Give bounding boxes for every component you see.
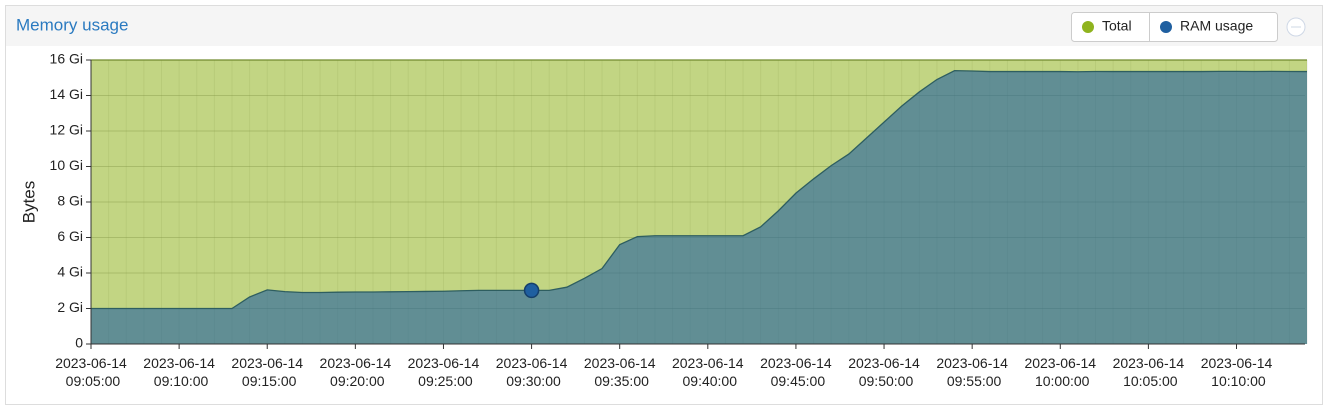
x-tick-label: 2023-06-14 09:25:00 (408, 355, 480, 389)
y-tick-label: 8 Gi (57, 193, 83, 209)
x-tick-label: 2023-06-14 10:00:00 (1024, 355, 1096, 389)
x-tick-label: 2023-06-14 10:10:00 (1201, 355, 1273, 389)
y-tick-label: 4 Gi (57, 264, 83, 280)
x-tick-label: 2023-06-14 09:30:00 (496, 355, 568, 389)
y-tick-label: 16 Gi (50, 51, 83, 67)
area-line (91, 69, 1307, 310)
legend-swatch (1082, 21, 1094, 33)
x-tick-label: 2023-06-14 09:35:00 (584, 355, 656, 389)
y-tick-label: 6 Gi (57, 228, 83, 244)
hover-marker (523, 282, 540, 299)
legend-swatch (1160, 21, 1172, 33)
y-tick-label: 2 Gi (57, 299, 83, 315)
x-tick-label: 2023-06-14 10:05:00 (1113, 355, 1185, 389)
x-tick-label: 2023-06-14 09:10:00 (143, 355, 215, 389)
y-axis-label: Bytes (19, 181, 38, 224)
legend (1071, 12, 1278, 42)
y-tick-label: 14 Gi (50, 86, 83, 102)
y-tick-label: 12 Gi (50, 122, 83, 138)
area (91, 70, 1307, 345)
x-tick-label: 2023-06-14 09:50:00 (848, 355, 920, 389)
panel-title: Memory usage (16, 15, 128, 34)
x-tick-label: 2023-06-14 09:55:00 (936, 355, 1008, 389)
y-tick-label: 0 (75, 335, 83, 351)
x-tick-label: 2023-06-14 09:20:00 (320, 355, 392, 389)
x-tick-label: 2023-06-14 09:05:00 (55, 355, 127, 389)
x-tick-label: 2023-06-14 09:15:00 (231, 355, 303, 389)
x-tick-label: 2023-06-14 09:45:00 (760, 355, 832, 389)
x-tick-label: 2023-06-14 09:40:00 (672, 355, 744, 389)
legend-label[interactable]: Total (1102, 18, 1132, 34)
legend-label[interactable]: RAM usage (1180, 18, 1253, 34)
y-tick-label: 10 Gi (50, 157, 83, 173)
